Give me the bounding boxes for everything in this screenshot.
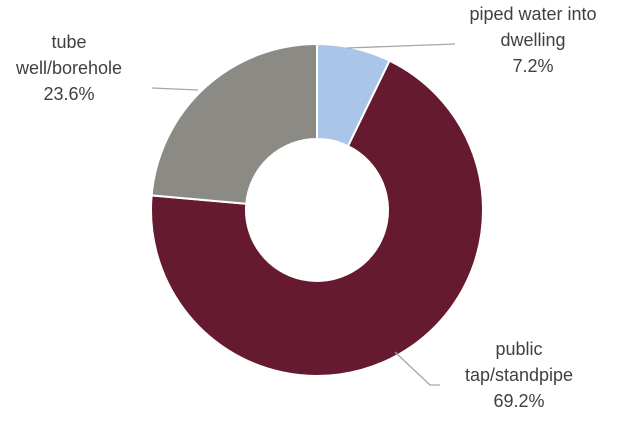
slice-label: piped water into dwelling 7.2% [469,4,596,76]
slice-category-label: dwelling [500,30,565,50]
slice-value-label: 7.2% [512,56,553,76]
slice-category-label: piped water into [469,4,596,24]
slice-category-label: tap/standpipe [465,365,573,385]
slice-label: public tap/standpipe 69.2% [465,339,573,411]
slice-value-label: 23.6% [43,84,94,104]
slice-category-label: well/borehole [15,58,122,78]
donut-slice [150,42,318,205]
leader-line [394,351,440,386]
leader-line [151,87,199,91]
slice-category-label: public [495,339,542,359]
donut-slice [150,59,484,377]
slice-label: tube well/borehole 23.6% [15,32,122,104]
leader-line [346,43,456,49]
slice-value-label: 69.2% [493,391,544,411]
slice-category-label: tube [51,32,86,52]
